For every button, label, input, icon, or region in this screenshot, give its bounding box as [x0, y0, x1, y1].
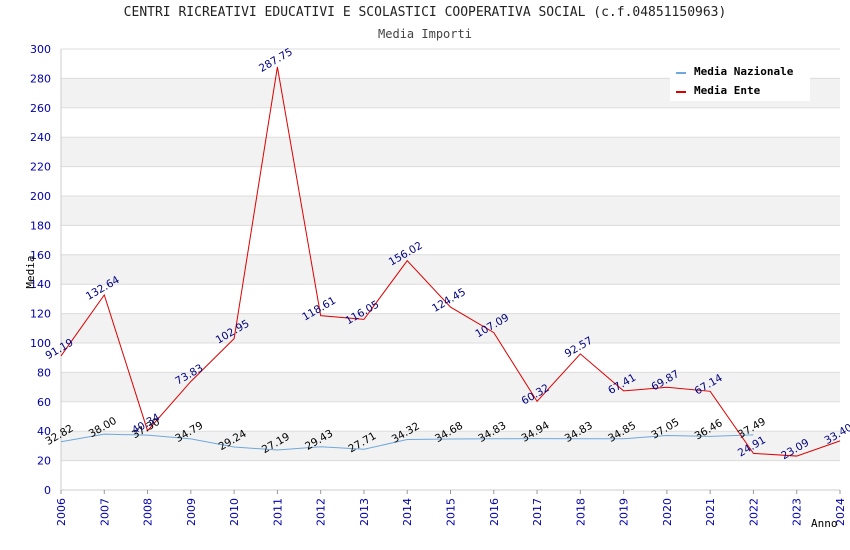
data-label: 124.45: [430, 286, 468, 315]
grid-band: [61, 254, 840, 285]
x-tick-label: 2019: [618, 498, 631, 526]
x-tick-label: 2020: [661, 498, 674, 526]
y-tick-label: 180: [30, 219, 51, 232]
x-tick-label: 2015: [445, 498, 458, 526]
x-tick-label: 2016: [488, 498, 501, 526]
series-lines: [60, 66, 841, 457]
x-tick-label: 2010: [228, 498, 241, 526]
grid-bands: [61, 78, 840, 461]
grid-band: [61, 372, 840, 402]
y-tick-label: 40: [37, 425, 51, 438]
x-tick-label: 2022: [747, 498, 760, 526]
x-tick-label: 2023: [791, 498, 804, 526]
x-axis-label: Anno: [811, 517, 838, 530]
grid-band: [61, 196, 840, 226]
y-tick-label: 20: [37, 455, 51, 468]
x-tick-label: 2014: [401, 498, 414, 526]
y-tick-label: 0: [44, 484, 51, 497]
data-label: 287.75: [257, 46, 295, 75]
chart-title: CENTRI RICREATIVI EDUCATIVI E SCOLASTICI…: [123, 5, 727, 20]
legend-label-media-nazionale: Media Nazionale: [694, 65, 794, 78]
x-tick-label: 2012: [315, 498, 328, 526]
y-tick-label: 240: [30, 131, 51, 144]
y-tick-label: 280: [30, 72, 51, 85]
x-tick-label: 2008: [142, 498, 155, 526]
x-tick-label: 2024: [834, 498, 847, 526]
x-tick-label: 2011: [271, 498, 284, 526]
y-tick-label: 300: [30, 43, 51, 56]
x-tick-label: 2021: [704, 498, 717, 526]
legend: Media Nazionale Media Ente: [670, 61, 810, 101]
y-tick-label: 80: [37, 366, 51, 379]
chart-subtitle: Media Importi: [378, 27, 472, 41]
grid-band: [61, 313, 840, 343]
y-tick-label: 60: [37, 396, 51, 409]
y-tick-label: 120: [30, 308, 51, 321]
x-axis-ticks: 2006 2007 2008 2009 2010 2011 2012 2013 2014 2015…: [55, 490, 847, 526]
y-tick-label: 260: [30, 102, 51, 115]
y-axis-label: Media: [24, 255, 37, 288]
x-tick-label: 2013: [358, 498, 371, 526]
series-line-media-ente: [60, 66, 841, 457]
legend-label-media-ente: Media Ente: [694, 84, 761, 97]
y-tick-label: 160: [30, 249, 51, 262]
y-tick-label: 200: [30, 190, 51, 203]
y-tick-label: 140: [30, 278, 51, 291]
x-tick-label: 2007: [98, 498, 111, 526]
x-tick-label: 2009: [185, 498, 198, 526]
x-tick-label: 2017: [531, 498, 544, 526]
series-line-media-nazionale: [60, 433, 754, 451]
x-tick-label: 2006: [55, 498, 68, 526]
y-tick-label: 100: [30, 337, 51, 350]
y-tick-label: 220: [30, 161, 51, 174]
grid-band: [61, 137, 840, 167]
y-axis-ticks: 0 20 40 60 80 100 120 140 160 180 200 220 240 260 280 3…: [30, 43, 51, 497]
x-tick-label: 2018: [574, 498, 587, 526]
